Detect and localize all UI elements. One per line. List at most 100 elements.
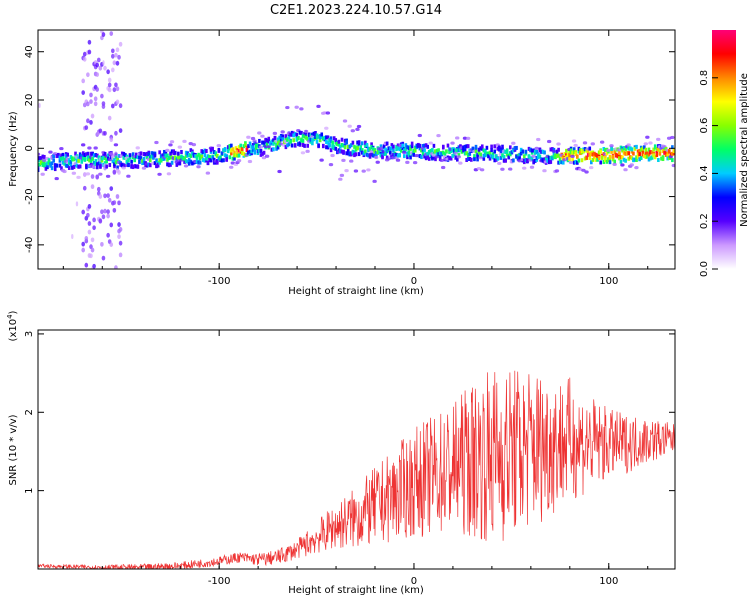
heatmap-cell [292,133,295,138]
heatmap-cell [639,145,643,150]
heatmap-cell [85,152,88,157]
heatmap-cell [624,158,627,163]
heatmap-cell [183,156,186,161]
heatmap-cell [41,162,45,167]
heatmap-cell [604,158,607,163]
heatmap-speckle [107,87,112,93]
heatmap-speckle [103,208,107,214]
heatmap-cell [360,150,364,155]
heatmap-cell [671,158,674,163]
heatmap-cell [421,151,425,156]
heatmap-cell [490,144,493,149]
heatmap-cell [490,154,493,159]
heatmap-cell [543,150,546,155]
heatmap-speckle [87,203,92,209]
heatmap-speckle [103,130,107,136]
heatmap-cell [127,158,130,163]
heatmap-cell [395,152,398,157]
heatmap-cell [276,141,280,146]
heatmap-cell [479,146,482,151]
heatmap-cell [231,156,235,161]
heatmap-cell [389,147,392,152]
heatmap-cell [499,149,503,154]
heatmap-speckle [414,153,419,158]
heatmap-cell [150,151,154,156]
heatmap-cell [423,154,426,159]
heatmap-cell [245,148,249,153]
heatmap-cell [180,149,183,154]
heatmap-speckle [280,130,285,134]
heatmap-cell [635,155,638,160]
heatmap-cell [561,160,565,165]
heatmap-cell [588,146,592,151]
heatmap-speckle [81,241,85,247]
heatmap-cell [479,152,482,157]
heatmap-cell [258,148,261,153]
heatmap-cell [362,151,366,156]
heatmap-cell [639,155,643,160]
heatmap-speckle [90,247,95,253]
heatmap-cell [401,143,405,148]
heatmap-cell [234,153,238,158]
heatmap-cell [250,149,253,154]
heatmap-speckle [92,225,96,231]
heatmap-speckle [117,200,121,206]
heatmap-cell [636,154,640,159]
heatmap-speckle [105,174,111,178]
heatmap-cell [61,156,65,161]
heatmap-cell [152,155,155,160]
heatmap-speckle [551,149,557,153]
heatmap-cell [374,151,378,156]
heatmap-speckle [417,133,423,138]
snr-frame [37,329,676,570]
heatmap-speckle [112,87,117,93]
heatmap-speckle [582,141,588,145]
heatmap-cell [671,145,674,150]
heatmap-cell [593,154,596,159]
heatmap-cell [597,156,601,161]
heatmap-cell [286,137,289,142]
heatmap-cell [192,153,196,158]
y-tick-label: 3 [24,331,35,337]
heatmap-speckle [96,186,101,192]
heatmap-cell [484,148,487,153]
heatmap-speckle [95,174,100,180]
heatmap-speckle [109,137,114,143]
heatmap-cell [396,146,400,151]
heatmap-speckle [511,141,516,145]
heatmap-speckle [177,145,183,149]
heatmap-cell [413,147,417,152]
heatmap-cell [103,152,107,157]
heatmap-cell [337,148,341,153]
heatmap-cell [468,156,472,161]
heatmap-cell [206,154,210,159]
heatmap-cell [532,148,535,153]
heatmap-speckle [109,222,114,228]
heatmap-cell [360,141,364,146]
heatmap-cell [538,148,542,153]
heatmap-cell [373,149,377,154]
heatmap-cell [307,137,311,142]
heatmap-speckle [114,265,118,269]
heatmap-cell [346,148,350,153]
heatmap-cell [306,143,310,148]
colorbar: 0.0 0.2 0.4 0.6 0.8 Normalized spectral ampl… [699,30,750,277]
heatmap-cell [346,151,350,156]
heatmap-speckle [90,184,95,190]
heatmap-cell [431,148,434,153]
heatmap-speckle [118,240,123,246]
heatmap-speckle [440,165,446,170]
heatmap-cell [72,164,76,169]
y-tick-label: -40 [24,237,35,253]
heatmap-cell [265,142,269,147]
heatmap-cell [569,148,573,153]
heatmap-cell [205,156,208,161]
heatmap-speckle [107,82,112,88]
heatmap-cell [75,163,79,168]
heatmap-cell [217,156,221,161]
heatmap-cell [130,159,133,164]
heatmap-cell [628,146,632,151]
heatmap-cell [105,164,108,169]
heatmap-speckle [643,142,648,146]
heatmap-cell [163,149,166,154]
